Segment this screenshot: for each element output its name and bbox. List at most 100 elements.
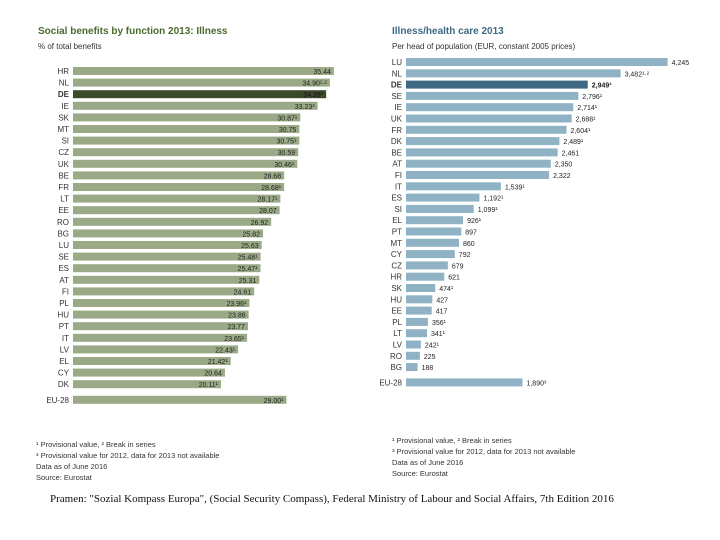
value-label-0-lt: 28.17¹ bbox=[258, 197, 279, 204]
category-label-0-at: AT bbox=[59, 276, 69, 285]
left-bar-chart: HR 35.44 NL 34.90¹·² DE 34.39² IE 33.23³ SK 30.87… bbox=[46, 67, 334, 405]
bar-0-ie bbox=[73, 101, 318, 110]
value-label-0-cz: 30.59 bbox=[278, 150, 296, 157]
left-footnote-2: ³ Provisional value for 2012, data for 2… bbox=[36, 451, 220, 460]
bar-1-pt bbox=[406, 227, 462, 236]
right-footnote-3: Data as of June 2016 bbox=[392, 458, 464, 467]
category-label-1-sk: SK bbox=[391, 284, 402, 293]
value-label-0-sk: 30.87¹ bbox=[277, 115, 298, 122]
category-label-1-mt: MT bbox=[390, 239, 402, 248]
bar-0-cz bbox=[73, 148, 299, 157]
category-label-1-se: SE bbox=[391, 92, 402, 101]
category-label-0-dk: DK bbox=[58, 380, 70, 389]
category-label-1-es: ES bbox=[391, 194, 402, 203]
bar-0-eu-28 bbox=[73, 395, 287, 404]
value-label-0-uk: 30.46¹ bbox=[274, 162, 295, 169]
category-label-1-lt: LT bbox=[393, 329, 402, 338]
value-label-1-nl: 3,482¹·² bbox=[625, 71, 650, 78]
value-label-1-hr: 621 bbox=[448, 275, 460, 282]
bar-1-lv bbox=[406, 340, 421, 349]
bar-1-ee bbox=[406, 306, 432, 315]
category-label-1-ee: EE bbox=[391, 307, 402, 316]
bar-0-be bbox=[73, 171, 285, 180]
bar-0-fr bbox=[73, 183, 285, 191]
bar-1-hu bbox=[406, 295, 433, 304]
category-label-1-fr: FR bbox=[391, 126, 402, 135]
bar-1-pl bbox=[406, 317, 428, 326]
value-label-1-lu: 4,245 bbox=[672, 60, 690, 67]
value-label-1-el: 926¹ bbox=[467, 218, 482, 225]
value-label-1-be: 2,461 bbox=[562, 150, 580, 157]
value-label-0-dk: 20.11¹ bbox=[199, 382, 219, 389]
value-label-0-pt: 23.77 bbox=[227, 324, 245, 331]
bar-0-lt bbox=[73, 194, 281, 203]
left-footnote-4: Source: Eurostat bbox=[36, 473, 92, 482]
category-label-0-ro: RO bbox=[57, 218, 69, 227]
value-label-1-cz: 679 bbox=[452, 263, 464, 270]
bar-1-ro bbox=[406, 351, 420, 360]
bar-0-cy bbox=[73, 368, 225, 377]
bar-1-es bbox=[406, 193, 480, 202]
value-label-0-ro: 26.92 bbox=[251, 220, 269, 227]
value-label-0-lu: 25.63 bbox=[241, 243, 259, 250]
left-chart-subtitle: % of total benefits bbox=[38, 42, 102, 51]
value-label-1-hu: 427 bbox=[436, 297, 448, 304]
bar-0-dk bbox=[73, 380, 222, 389]
right-chart-subtitle: Per head of population (EUR, constant 20… bbox=[392, 42, 576, 51]
category-label-0-uk: UK bbox=[58, 160, 70, 169]
category-label-0-bg: BG bbox=[57, 229, 69, 238]
bar-1-uk bbox=[406, 114, 572, 123]
bar-1-fi bbox=[406, 171, 550, 179]
category-label-0-ie: IE bbox=[61, 102, 69, 111]
value-label-1-cy: 792 bbox=[459, 252, 471, 259]
value-label-0-fr: 28.68¹ bbox=[261, 185, 282, 192]
right-chart-panel: Illness/health care 2013 Per head of pop… bbox=[360, 0, 720, 478]
right-chart-title: Illness/health care 2013 bbox=[392, 26, 504, 37]
value-label-1-sk: 474¹ bbox=[439, 286, 454, 293]
value-label-1-ie: 2,714¹ bbox=[577, 105, 598, 112]
left-footnote-1: ¹ Provisional value, ² Break in series bbox=[36, 440, 156, 449]
bar-0-se bbox=[73, 252, 261, 261]
bar-1-de bbox=[406, 80, 588, 89]
category-label-0-hr: HR bbox=[57, 67, 69, 76]
value-label-0-at: 25.31 bbox=[239, 278, 257, 285]
bar-0-mt bbox=[73, 125, 300, 133]
value-label-1-eu-28: 1,890³ bbox=[526, 380, 547, 387]
bar-0-fi bbox=[73, 287, 255, 296]
category-label-1-ro: RO bbox=[390, 352, 402, 361]
category-label-0-eu-28: EU-28 bbox=[46, 396, 69, 405]
value-label-0-fi: 24.61 bbox=[234, 289, 252, 296]
value-label-0-ie: 33.23³ bbox=[295, 104, 316, 111]
category-label-0-mt: MT bbox=[57, 125, 69, 134]
left-chart-panel: Social benefits by function 2013: Illnes… bbox=[0, 0, 360, 482]
value-label-0-el: 21.42¹ bbox=[208, 359, 229, 366]
value-label-0-hr: 35.44 bbox=[313, 69, 331, 76]
category-label-1-eu-28: EU-28 bbox=[379, 378, 402, 387]
value-label-0-ee: 28.07 bbox=[259, 208, 277, 215]
category-label-1-nl: NL bbox=[392, 69, 403, 78]
category-label-0-fi: FI bbox=[62, 287, 69, 296]
bar-0-bg bbox=[73, 229, 264, 238]
left-footnote-3: Data as of June 2016 bbox=[36, 462, 108, 471]
value-label-1-ee: 417 bbox=[436, 309, 448, 316]
bar-0-pl bbox=[73, 299, 250, 307]
value-label-0-nl: 34.90¹·² bbox=[302, 81, 327, 88]
value-label-1-uk: 2,688¹ bbox=[576, 117, 597, 124]
value-label-0-eu-28: 29.00¹ bbox=[264, 398, 285, 405]
bar-1-dk bbox=[406, 137, 560, 146]
category-label-1-ie: IE bbox=[394, 103, 402, 112]
bar-1-fr bbox=[406, 125, 567, 134]
value-label-1-de: 2,949¹ bbox=[592, 83, 613, 90]
value-label-1-es: 1,192¹ bbox=[483, 196, 504, 203]
bar-1-hr bbox=[406, 272, 445, 281]
bar-0-hr bbox=[73, 67, 334, 75]
value-label-1-si: 1,099¹ bbox=[478, 207, 499, 214]
bar-0-it bbox=[73, 333, 248, 342]
bar-0-de bbox=[73, 90, 327, 99]
category-label-0-el: EL bbox=[59, 357, 69, 366]
category-label-0-nl: NL bbox=[59, 79, 70, 88]
bar-1-eu-28 bbox=[406, 378, 523, 387]
value-label-1-it: 1,539¹ bbox=[505, 184, 526, 191]
bar-0-hu bbox=[73, 310, 249, 319]
bar-1-mt bbox=[406, 238, 459, 247]
